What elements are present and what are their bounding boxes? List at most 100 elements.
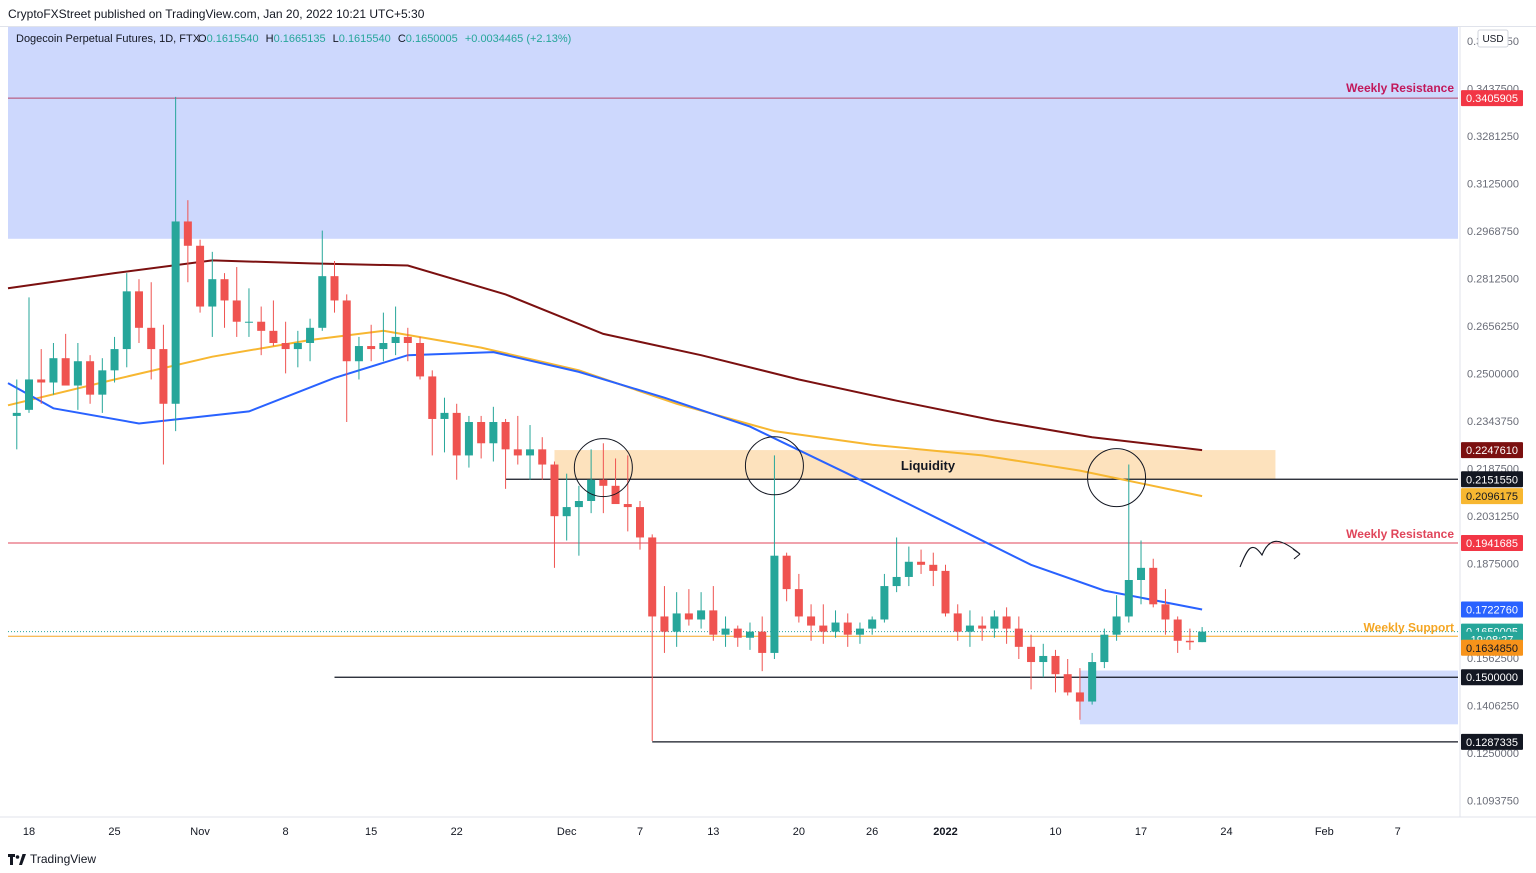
candle[interactable] — [1173, 616, 1182, 653]
candle[interactable] — [721, 616, 730, 647]
candle[interactable] — [464, 415, 473, 468]
candle[interactable] — [403, 327, 412, 362]
candle[interactable] — [513, 415, 522, 465]
candle[interactable] — [758, 616, 767, 672]
candle[interactable] — [794, 573, 803, 623]
candle[interactable] — [526, 425, 535, 480]
candle[interactable] — [110, 336, 119, 383]
candle[interactable] — [1137, 540, 1146, 605]
candle[interactable] — [1027, 634, 1036, 690]
candle[interactable] — [1063, 659, 1072, 696]
candle[interactable] — [37, 349, 46, 404]
candle[interactable] — [1198, 627, 1207, 643]
candle[interactable] — [843, 613, 852, 647]
candle[interactable] — [1112, 595, 1121, 641]
candle[interactable] — [208, 251, 217, 337]
candle[interactable] — [819, 604, 828, 644]
candle[interactable] — [159, 324, 168, 465]
candle[interactable] — [623, 455, 632, 532]
candle[interactable] — [709, 586, 718, 641]
chart-frame[interactable]: Liquidity Weekly Resistance Weekly Resista… — [0, 26, 1536, 850]
candle[interactable] — [147, 282, 156, 380]
candle[interactable] — [562, 473, 571, 541]
candle[interactable] — [1100, 628, 1109, 669]
candle[interactable] — [122, 273, 131, 368]
candle[interactable] — [171, 96, 180, 432]
candle[interactable] — [636, 501, 644, 550]
candle[interactable] — [978, 616, 987, 641]
candle[interactable] — [49, 343, 58, 395]
candle[interactable] — [134, 279, 143, 343]
candle[interactable] — [1002, 607, 1011, 644]
candle[interactable] — [538, 437, 547, 480]
candle[interactable] — [440, 397, 449, 453]
candle[interactable] — [917, 549, 926, 574]
candle[interactable] — [941, 564, 950, 617]
candle[interactable] — [489, 406, 498, 462]
candle[interactable] — [306, 318, 315, 362]
candle[interactable] — [697, 592, 706, 629]
chart-canvas[interactable]: Liquidity Weekly Resistance Weekly Resista… — [0, 27, 1536, 849]
candle[interactable] — [354, 336, 363, 380]
candle[interactable] — [782, 552, 791, 602]
candle[interactable] — [1039, 643, 1048, 678]
candle[interactable] — [1149, 558, 1158, 608]
candle[interactable] — [477, 415, 486, 459]
candle[interactable] — [990, 610, 999, 638]
candle[interactable] — [648, 534, 657, 742]
candle[interactable] — [904, 546, 913, 587]
candle[interactable] — [868, 616, 877, 635]
candle[interactable] — [880, 573, 889, 623]
candle[interactable] — [770, 455, 779, 659]
candle[interactable] — [831, 610, 840, 638]
candle[interactable] — [367, 324, 376, 362]
candle[interactable] — [416, 336, 425, 380]
candle[interactable] — [953, 604, 962, 641]
tradingview-logo[interactable]: TradingView — [8, 852, 96, 866]
candle[interactable] — [574, 485, 583, 556]
candle[interactable] — [330, 260, 339, 313]
candle[interactable] — [281, 321, 290, 374]
candle[interactable] — [342, 294, 351, 422]
candle[interactable] — [257, 306, 266, 356]
candle[interactable] — [1075, 668, 1084, 720]
candle[interactable] — [12, 379, 21, 450]
candle[interactable] — [684, 589, 693, 626]
candle[interactable] — [672, 592, 681, 647]
candle[interactable] — [379, 312, 388, 362]
candle[interactable] — [660, 586, 669, 653]
candle[interactable] — [244, 288, 253, 337]
candle[interactable] — [1014, 616, 1023, 659]
candle[interactable] — [183, 200, 192, 283]
candle[interactable] — [501, 418, 510, 489]
candle[interactable] — [269, 300, 278, 347]
candle[interactable] — [745, 622, 754, 650]
candle[interactable] — [293, 330, 302, 368]
candle[interactable] — [391, 306, 400, 356]
candle[interactable] — [807, 604, 816, 641]
candle[interactable] — [232, 267, 241, 337]
currency-badge[interactable]: USD — [1477, 29, 1509, 48]
candle[interactable] — [86, 355, 95, 404]
candle[interactable] — [892, 537, 901, 593]
candle[interactable] — [587, 449, 596, 514]
candle[interactable] — [1088, 652, 1097, 705]
candle[interactable] — [25, 297, 33, 413]
candle[interactable] — [196, 239, 205, 313]
candle[interactable] — [318, 230, 327, 331]
candle[interactable] — [733, 625, 742, 647]
candle[interactable] — [73, 343, 82, 410]
candle[interactable] — [452, 403, 461, 480]
candle[interactable] — [428, 370, 437, 456]
candle[interactable] — [929, 552, 938, 587]
candle[interactable] — [965, 610, 974, 647]
candle[interactable] — [1161, 589, 1170, 635]
candle[interactable] — [1051, 649, 1060, 693]
candle[interactable] — [220, 273, 229, 328]
candle[interactable] — [599, 443, 608, 514]
candle[interactable] — [855, 622, 864, 644]
candle[interactable] — [1124, 464, 1133, 623]
candle[interactable] — [550, 461, 559, 568]
candle[interactable] — [1185, 628, 1194, 650]
candle[interactable] — [61, 333, 70, 386]
